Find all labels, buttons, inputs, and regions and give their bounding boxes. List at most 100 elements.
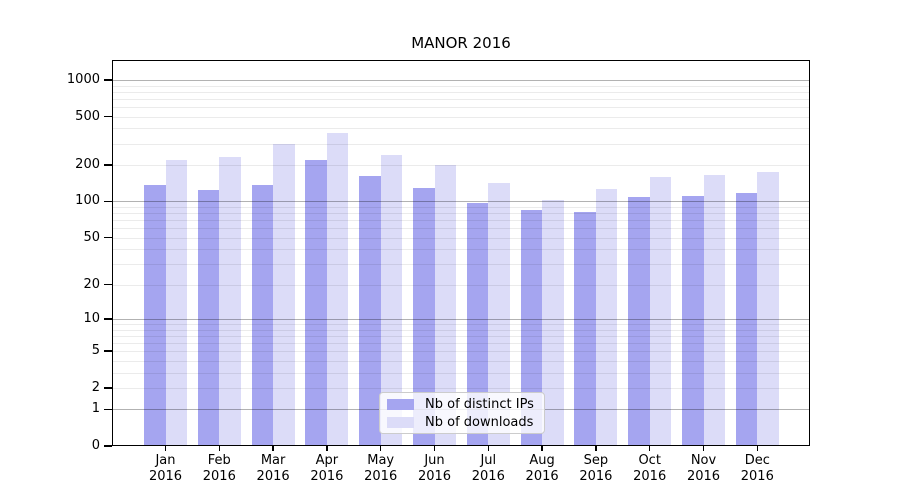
- y-tick-label: 2: [91, 379, 100, 395]
- x-tick-label-jan: Jan 2016: [148, 453, 183, 484]
- gridline-minor: [112, 237, 810, 239]
- x-tick: [487, 446, 490, 451]
- x-tick: [595, 446, 597, 451]
- bar-distinct-ips-may: [359, 176, 381, 446]
- plot-area: [112, 60, 810, 446]
- bar-downloads-dec: [757, 172, 779, 446]
- bar-downloads-jul: [488, 183, 510, 446]
- gridline-minor: [112, 360, 810, 362]
- x-tick-label-dec: Dec 2016: [740, 453, 774, 484]
- bar-distinct-ips-sep: [574, 211, 596, 446]
- bar-downloads-may: [380, 155, 403, 446]
- x-tick: [272, 446, 274, 451]
- x-tick-label-apr: Apr 2016: [310, 453, 344, 484]
- bar-distinct-ips-jul: [466, 203, 489, 446]
- gridline-minor: [112, 249, 810, 251]
- legend-swatch-distinct-ips: [387, 398, 414, 410]
- bar-distinct-ips-apr: [305, 159, 327, 446]
- x-tick-label-mar: Mar 2016: [256, 453, 290, 484]
- y-tick: [104, 445, 112, 447]
- y-tick: [104, 115, 112, 118]
- gridline-major: [112, 201, 810, 203]
- gridline-minor: [112, 342, 810, 344]
- legend-item-distinct-ips: Nb of distinct IPs: [387, 397, 536, 412]
- bar-downloads-mar: [273, 143, 295, 446]
- gridline-minor: [112, 91, 810, 93]
- y-tick-label: 100: [75, 193, 100, 209]
- gridline-minor: [112, 372, 810, 374]
- gridline-minor: [112, 128, 810, 130]
- bar-distinct-ips-dec: [735, 192, 758, 446]
- x-tick: [379, 446, 382, 451]
- gridline-minor: [112, 228, 810, 230]
- y-tick: [104, 79, 112, 81]
- gridline-minor: [112, 324, 810, 325]
- x-tick: [756, 446, 759, 451]
- gridline-minor: [112, 220, 810, 222]
- chart-title: MANOR 2016: [411, 34, 511, 52]
- gridline-minor: [112, 387, 810, 389]
- gridline-minor: [112, 335, 810, 337]
- y-tick: [104, 318, 112, 320]
- x-tick-label-oct: Oct 2016: [633, 453, 667, 484]
- bar-downloads-nov: [703, 175, 725, 446]
- legend-swatch-downloads: [387, 416, 414, 428]
- bar-distinct-ips-feb: [197, 190, 220, 446]
- gridline-minor: [112, 85, 810, 87]
- legend: Nb of distinct IPs Nb of downloads: [379, 392, 545, 434]
- bar-distinct-ips-oct: [628, 196, 650, 446]
- x-tick-label-feb: Feb 2016: [202, 453, 236, 484]
- y-tick-label: 5: [91, 343, 100, 359]
- bar-distinct-ips-nov: [682, 195, 704, 446]
- gridline-major: [112, 318, 810, 320]
- y-tick-label: 10: [83, 310, 100, 326]
- bar-downloads-sep: [595, 189, 618, 446]
- gridline-minor: [112, 206, 810, 208]
- gridline-minor: [112, 143, 810, 145]
- x-tick-label-jul: Jul 2016: [471, 453, 505, 484]
- y-tick-label: 20: [83, 276, 100, 292]
- y-tick: [104, 387, 112, 389]
- x-tick-label-jun: Jun 2016: [417, 453, 452, 484]
- y-tick: [104, 200, 112, 203]
- y-tick-label: 1000: [66, 71, 100, 87]
- y-tick: [104, 350, 112, 352]
- legend-label-distinct-ips: Nb of distinct IPs: [425, 396, 534, 412]
- y-tick: [104, 408, 112, 411]
- y-tick-label: 500: [75, 108, 100, 124]
- legend-item-downloads: Nb of downloads: [387, 415, 536, 430]
- y-tick: [104, 283, 112, 286]
- x-tick: [164, 446, 167, 451]
- gridline-minor: [112, 284, 810, 286]
- x-tick: [541, 446, 543, 451]
- gridline-minor: [112, 213, 810, 215]
- gridline-minor: [112, 351, 810, 353]
- x-tick: [218, 446, 221, 451]
- bar-downloads-oct: [649, 177, 672, 446]
- bar-downloads-jan: [165, 160, 187, 446]
- bar-downloads-feb: [219, 156, 241, 446]
- y-tick-label: 200: [75, 157, 100, 172]
- y-tick: [104, 164, 112, 166]
- x-tick: [648, 446, 651, 451]
- x-tick: [326, 446, 328, 451]
- gridline-minor: [112, 116, 810, 118]
- bar-downloads-jun: [434, 165, 456, 446]
- bar-distinct-ips-jun: [413, 187, 435, 446]
- bar-distinct-ips-jan: [144, 184, 166, 446]
- y-tick-label: 1: [91, 401, 100, 417]
- legend-label-downloads: Nb of downloads: [425, 414, 534, 430]
- x-tick: [433, 446, 436, 451]
- bar-downloads-aug: [542, 200, 564, 446]
- y-tick-label: 0: [91, 438, 100, 453]
- gridline-minor: [112, 106, 810, 108]
- x-tick-label-may: May 2016: [364, 453, 398, 484]
- gridline-minor: [112, 98, 810, 100]
- y-tick: [104, 236, 112, 239]
- bar-downloads-apr: [326, 133, 349, 446]
- gridline-major: [112, 79, 810, 81]
- x-tick-label-aug: Aug 2016: [525, 453, 559, 484]
- bar-distinct-ips-mar: [251, 184, 274, 446]
- bar-distinct-ips-aug: [520, 210, 543, 446]
